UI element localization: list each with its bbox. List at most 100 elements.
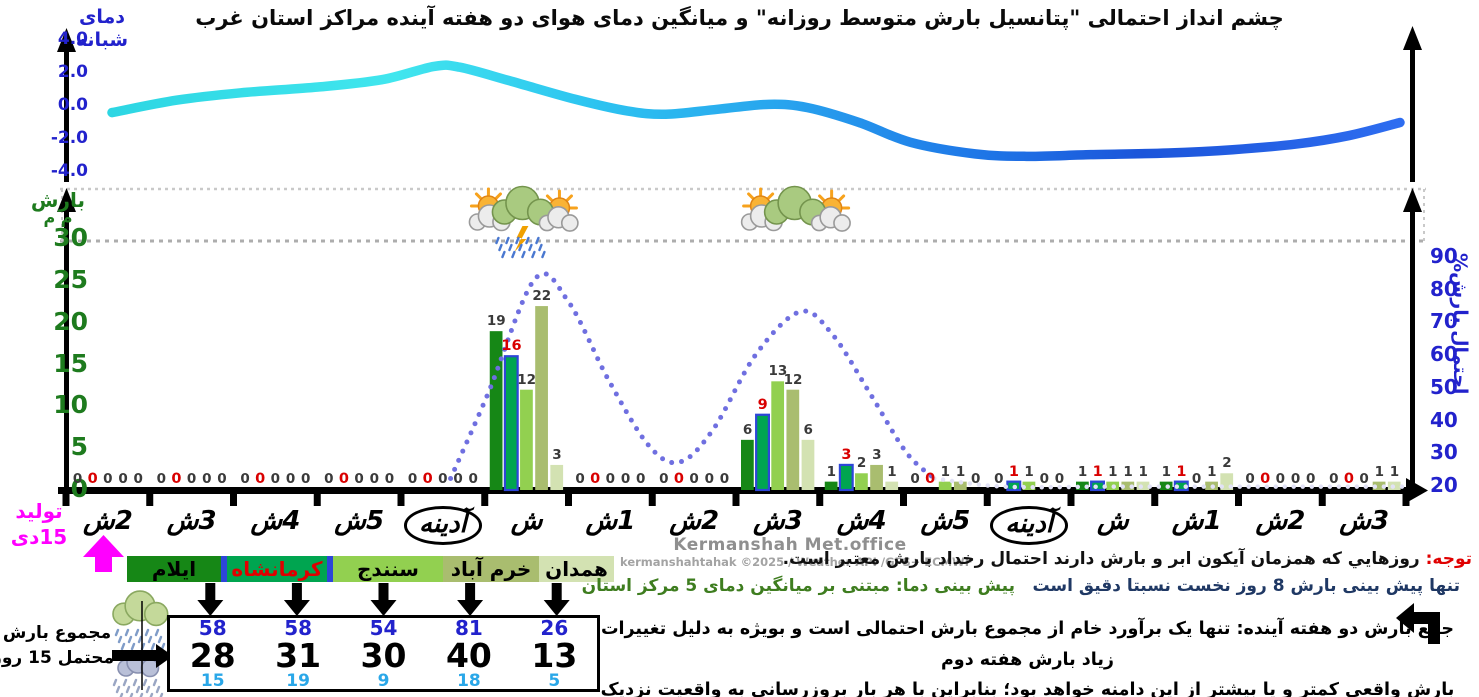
bar-value-label: 12 — [783, 371, 803, 388]
cloud-shape — [833, 214, 851, 232]
bar-value-label: 0 — [1054, 471, 1065, 487]
day-label: 3ش — [137, 506, 247, 536]
temperature-curve — [107, 60, 1405, 162]
down-arrow-icon — [205, 583, 216, 602]
table-value-low: 9 — [377, 670, 390, 691]
day-label: 1ش — [555, 506, 665, 536]
bar-value-label: 9 — [757, 396, 768, 413]
bar-value-label: 0 — [87, 471, 98, 487]
rain-drop — [134, 628, 140, 637]
city-legend-strip: ایلام کرمانشاه سنندج خرم آباد همدان — [127, 556, 614, 582]
rain-drop — [538, 243, 543, 252]
day-label: 3ش — [723, 506, 833, 536]
production-arrow-icon — [83, 535, 124, 572]
precip-tick-label: 10 — [53, 390, 88, 420]
table-value-prob: 81 — [455, 615, 483, 640]
rain-drop — [511, 250, 516, 259]
rain-drop — [125, 685, 131, 694]
table-value-mid: 28 — [189, 635, 236, 675]
table-value-mid: 40 — [445, 635, 492, 675]
precip-tick-label: 20 — [53, 306, 88, 336]
table-value-low: 19 — [286, 670, 310, 691]
temp-y-axis — [57, 28, 76, 182]
temp-tick-label: 4.0 — [57, 29, 88, 49]
bar-value-label: 0 — [118, 471, 128, 487]
rain-drop — [122, 678, 128, 687]
table-column: 26 13 5 — [512, 618, 597, 691]
bar-value-label: 0 — [453, 471, 463, 487]
rain-drop — [155, 685, 161, 694]
rain-drop — [137, 635, 143, 644]
precip-bar — [855, 473, 868, 490]
day-label-text: 2ش — [669, 506, 720, 536]
day-label-text: 3ش — [1339, 506, 1390, 536]
day-label-text: 1ش — [1171, 506, 1222, 536]
bar-value-label: 1 — [940, 463, 951, 480]
down-arrow-icon — [283, 600, 310, 616]
day-label-text: 3ش — [752, 506, 803, 536]
precip-sum-table: 58 28 15 58 31 19 54 30 9 81 40 18 26 13 5 — [167, 615, 600, 692]
note-attention-prefix: توجه: — [1425, 549, 1472, 569]
bar-value-label: 3 — [872, 446, 882, 463]
bar-value-label: 1 — [1138, 463, 1148, 480]
temp-y-axis-right — [1403, 26, 1422, 182]
bar-value-label: 19 — [486, 313, 506, 330]
table-value-mid: 13 — [531, 635, 578, 675]
precip-bar — [786, 389, 800, 490]
day-label: 1ش — [1142, 506, 1252, 536]
prob-tick-label: 50 — [1430, 374, 1458, 399]
bar-value-label: 1 — [955, 463, 966, 480]
x-axis-tick — [1235, 490, 1242, 506]
legend-city-segment: ایلام — [127, 556, 221, 582]
rain-drop — [518, 243, 523, 252]
x-axis-tick — [62, 490, 70, 506]
legend-arrows-layer — [197, 583, 570, 616]
table-side-label: مجموع بارش محتمل 15 روزه — [0, 623, 114, 668]
precip-bar — [1136, 481, 1150, 490]
down-arrow-icon — [551, 583, 562, 602]
sun-ray — [494, 192, 502, 200]
precip-bar — [741, 439, 754, 490]
rain-drop — [521, 250, 526, 259]
bar-value-label: 0 — [133, 471, 143, 487]
rain-drop — [541, 250, 546, 259]
bar-value-label: 0 — [635, 471, 646, 487]
summary-bent-arrow-icon — [1396, 603, 1440, 644]
x-axis-tick — [397, 490, 405, 506]
table-value-low: 5 — [548, 670, 561, 691]
note-accuracy: تنها پیش بینی بارش 8 روز نخست نسبتا دقیق… — [1032, 576, 1460, 596]
bar-value-label: 0 — [171, 471, 182, 487]
bar-value-label: 0 — [659, 471, 669, 487]
bar-value-label: 0 — [1329, 471, 1339, 487]
x-ticks-layer — [62, 490, 1410, 506]
precip-bar — [489, 331, 503, 490]
cloud-shape — [140, 658, 160, 678]
precip-bar — [870, 464, 883, 490]
day-label: آدینه — [974, 506, 1084, 545]
day-label-text: 4ش — [836, 506, 887, 536]
day-label: ش — [472, 506, 582, 536]
precip-bar — [771, 381, 785, 490]
rain-drop — [147, 635, 153, 644]
bar-value-label: 0 — [285, 471, 296, 487]
temp-tick-label: 0.0 — [57, 95, 88, 115]
bar-value-label: 0 — [719, 471, 730, 487]
bar-value-label: 0 — [1290, 471, 1301, 487]
rain-drop — [154, 628, 160, 637]
day-label-text: ش — [1097, 506, 1129, 536]
sun-ray — [747, 192, 755, 200]
rain-drop — [515, 236, 520, 245]
bar-value-label: 0 — [590, 471, 601, 487]
bar-value-label: 1 — [1374, 463, 1384, 480]
rain-drop — [152, 678, 158, 687]
curves-layer — [107, 60, 1409, 490]
x-axis-tick — [1402, 490, 1410, 506]
rain-drop — [117, 635, 123, 644]
bar-value-label: 0 — [255, 471, 266, 487]
precip-bar — [755, 413, 771, 492]
day-label-text: 4ش — [250, 506, 301, 536]
table-value-prob: 58 — [198, 615, 227, 640]
prob-tick-label: 80 — [1430, 276, 1458, 301]
probability-curve — [448, 271, 937, 481]
